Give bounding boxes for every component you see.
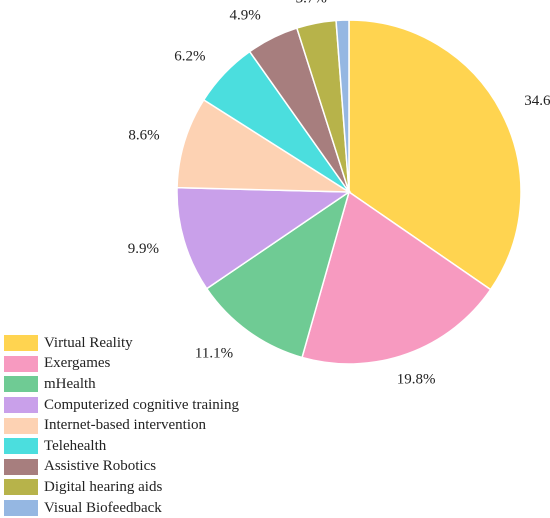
legend-item-2: mHealth [4, 374, 274, 395]
legend-swatch-3 [4, 397, 38, 414]
legend-item-5: Telehealth [4, 436, 274, 457]
slice-label-3: 9.9% [128, 241, 159, 257]
legend-label-5: Telehealth [44, 437, 107, 454]
legend-label-2: mHealth [44, 375, 96, 392]
legend-item-1: Exergames [4, 354, 274, 375]
pie-slice-2 [205, 190, 351, 359]
legend-swatch-8 [4, 500, 38, 517]
legend-swatch-1 [4, 355, 38, 372]
legend-item-7: Digital hearing aids [4, 477, 274, 498]
pie-slice-0 [348, 19, 522, 291]
legend-item-3: Computerized cognitive training [4, 395, 274, 416]
slice-label-5: 6.2% [174, 49, 205, 65]
legend-label-1: Exergames [44, 355, 111, 372]
pie-slice-8 [335, 19, 350, 193]
legend-swatch-6 [4, 458, 38, 475]
slice-label-7: 3.7% [296, 0, 327, 7]
legend-item-4: Internet-based intervention [4, 415, 274, 436]
slice-label-8: 1.2% [326, 0, 357, 3]
slice-label-6: 4.9% [230, 8, 261, 24]
legend-item-0: Virtual Reality [4, 333, 274, 354]
slice-label-4: 8.6% [128, 127, 159, 143]
legend-label-3: Computerized cognitive training [44, 396, 239, 413]
legend-swatch-2 [4, 376, 38, 393]
pie-slice-4 [176, 98, 352, 193]
legend-label-8: Visual Biofeedback [44, 499, 162, 516]
legend-label-4: Internet-based intervention [44, 417, 207, 434]
legend-label-7: Digital hearing aids [44, 478, 163, 495]
slice-label-0: 34.6% [524, 93, 550, 109]
slice-label-1: 19.8% [397, 371, 436, 387]
legend-swatch-7 [4, 479, 38, 496]
legend-label-0: Virtual Reality [44, 334, 133, 351]
legend: Virtual Reality Exergames mHealth Computeri… [4, 333, 274, 518]
slice-label-2: 11.1% [195, 346, 233, 362]
legend-item-6: Assistive Robotics [4, 457, 274, 478]
legend-swatch-4 [4, 417, 38, 434]
legend-label-6: Assistive Robotics [44, 458, 157, 475]
pie-slice-3 [176, 186, 352, 290]
legend-swatch-0 [4, 335, 38, 352]
legend-item-8: Visual Biofeedback [4, 498, 274, 518]
pie-slice-1 [301, 190, 492, 365]
legend-swatch-5 [4, 438, 38, 455]
